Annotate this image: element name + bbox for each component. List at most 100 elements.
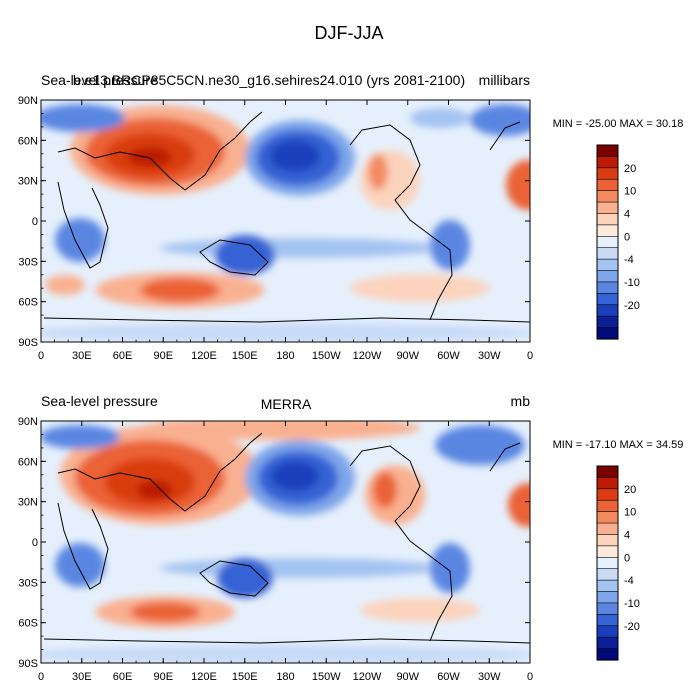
- colorbar-swatch: [596, 602, 619, 615]
- colorbar-swatch: [596, 144, 619, 158]
- x-tick-label: 90W: [396, 350, 419, 362]
- colorbar-swatch: [596, 201, 619, 215]
- panel-bottom-minmax: MIN = -17.10 MAX = 34.59: [553, 439, 684, 451]
- x-tick-label: 30W: [478, 671, 501, 683]
- y-tick-label: 90N: [18, 95, 38, 107]
- colorbar-label: -4: [624, 254, 634, 266]
- colorbar-swatch: [596, 636, 619, 650]
- colorbar-swatch: [596, 499, 619, 513]
- y-tick-label: 30S: [18, 256, 38, 268]
- panel-top: Sea-level pressure b.e13.BRCP85C5CN.ne30…: [18, 72, 684, 362]
- colorbar-swatch: [596, 465, 619, 479]
- colorbar-swatch: [596, 178, 619, 192]
- x-tick-label: 60W: [437, 350, 460, 362]
- colorbar-swatch: [596, 534, 619, 547]
- figure-title: DJF-JJA: [315, 23, 384, 43]
- colorbar-swatch: [596, 247, 619, 260]
- x-tick-label: 120W: [353, 671, 382, 683]
- colorbar-swatch: [596, 579, 619, 593]
- x-tick-label: 180: [276, 671, 294, 683]
- panel-top-title-center: b.e13.BRCP85C5CN.ne30_g16.sehires24.010 …: [73, 72, 465, 88]
- colorbar-swatch: [596, 258, 619, 272]
- colorbar-bottom: 20 10 4 0 -4 -10 -20: [596, 465, 640, 661]
- y-tick-label: 60N: [18, 135, 38, 147]
- x-tick-label: 30W: [478, 350, 501, 362]
- x-tick-label: 150W: [312, 350, 341, 362]
- colorbar-label: 0: [624, 552, 630, 564]
- y-tick-label: 90N: [18, 416, 38, 428]
- colorbar-label: -4: [624, 575, 634, 587]
- x-tick-label: 120E: [191, 671, 217, 683]
- x-tick-label: 150W: [312, 671, 341, 683]
- colorbar-swatch: [596, 156, 619, 169]
- panel-bottom: Sea-level pressure MERRA mb MIN = -17.10…: [18, 393, 684, 683]
- x-tick-label: 0: [527, 350, 533, 362]
- x-tick-label: 30E: [72, 671, 92, 683]
- x-tick-label: 150E: [232, 671, 258, 683]
- colorbar-label: 10: [624, 186, 636, 198]
- colorbar-swatch: [596, 281, 619, 294]
- colorbar-swatch: [596, 591, 619, 604]
- colorbar-swatch: [596, 511, 619, 524]
- colorbar-label: 0: [624, 231, 630, 243]
- colorbar-swatch: [596, 190, 619, 203]
- colorbar-frame: [596, 465, 619, 661]
- colorbar-swatch: [596, 167, 619, 180]
- y-tick-label: 90S: [18, 658, 38, 670]
- colorbar-top: 20 10 4 0 -4 -10 -20: [596, 144, 640, 340]
- panel-bottom-title-center: MERRA: [261, 396, 312, 412]
- x-tick-label: 0: [38, 350, 44, 362]
- colorbar-swatch: [596, 545, 619, 558]
- colorbar-swatch: [596, 568, 619, 581]
- x-tick-label: 120W: [353, 350, 382, 362]
- colorbar-swatch: [596, 270, 619, 283]
- colorbar-swatch: [596, 488, 619, 501]
- colorbar-label: -10: [624, 598, 640, 610]
- y-tick-label: 60S: [18, 297, 38, 309]
- colorbar-label: 20: [624, 163, 636, 175]
- axes-top: 0 30E 60E 90E 120E 150E 180 150W 120W 90W 60W 30W 09…: [18, 95, 533, 362]
- colorbar-label: 10: [624, 507, 636, 519]
- axes-bottom: 0 30E 60E 90E 120E 150E 180 150W 120W 90W 60W 30W 09…: [18, 416, 533, 683]
- colorbar-label: 4: [624, 208, 630, 220]
- colorbar-swatch: [596, 315, 619, 329]
- x-tick-label: 60E: [113, 350, 133, 362]
- coastlines-bottom: [43, 432, 530, 644]
- coastlines-top: [43, 111, 530, 323]
- x-tick-label: 60E: [113, 671, 133, 683]
- y-tick-label: 30N: [18, 176, 38, 188]
- colorbar-swatch: [596, 614, 619, 627]
- x-tick-label: 180: [276, 350, 294, 362]
- x-tick-label: 30E: [72, 350, 92, 362]
- colorbar-label: 4: [624, 529, 630, 541]
- colorbar-frame: [596, 144, 619, 340]
- colorbar-swatch: [596, 213, 619, 226]
- panel-bottom-title-right: mb: [511, 393, 531, 409]
- colorbar-swatch: [596, 304, 619, 317]
- colorbar-label: 20: [624, 484, 636, 496]
- x-tick-label: 90E: [153, 671, 173, 683]
- colorbar-swatch: [596, 556, 619, 570]
- colorbar-swatch: [596, 327, 619, 340]
- colorbar-swatch: [596, 648, 619, 661]
- panel-top-title-right: millibars: [479, 72, 530, 88]
- panel-top-title-left: Sea-level pressure: [41, 72, 158, 88]
- colorbar-label: -10: [624, 277, 640, 289]
- field-top: [41, 104, 530, 342]
- y-tick-label: 0: [32, 216, 38, 228]
- y-tick-label: 90S: [18, 337, 38, 349]
- y-tick-label: 60N: [18, 456, 38, 468]
- x-tick-label: 60W: [437, 671, 460, 683]
- x-tick-label: 90W: [396, 671, 419, 683]
- colorbar-swatch: [596, 224, 619, 237]
- y-tick-label: 60S: [18, 618, 38, 630]
- x-tick-label: 0: [38, 671, 44, 683]
- y-tick-label: 0: [32, 537, 38, 549]
- x-tick-label: 0: [527, 671, 533, 683]
- colorbar-swatch: [596, 477, 619, 490]
- x-tick-label: 90E: [153, 350, 173, 362]
- y-tick-label: 30S: [18, 577, 38, 589]
- x-tick-label: 150E: [232, 350, 258, 362]
- y-tick-label: 30N: [18, 497, 38, 509]
